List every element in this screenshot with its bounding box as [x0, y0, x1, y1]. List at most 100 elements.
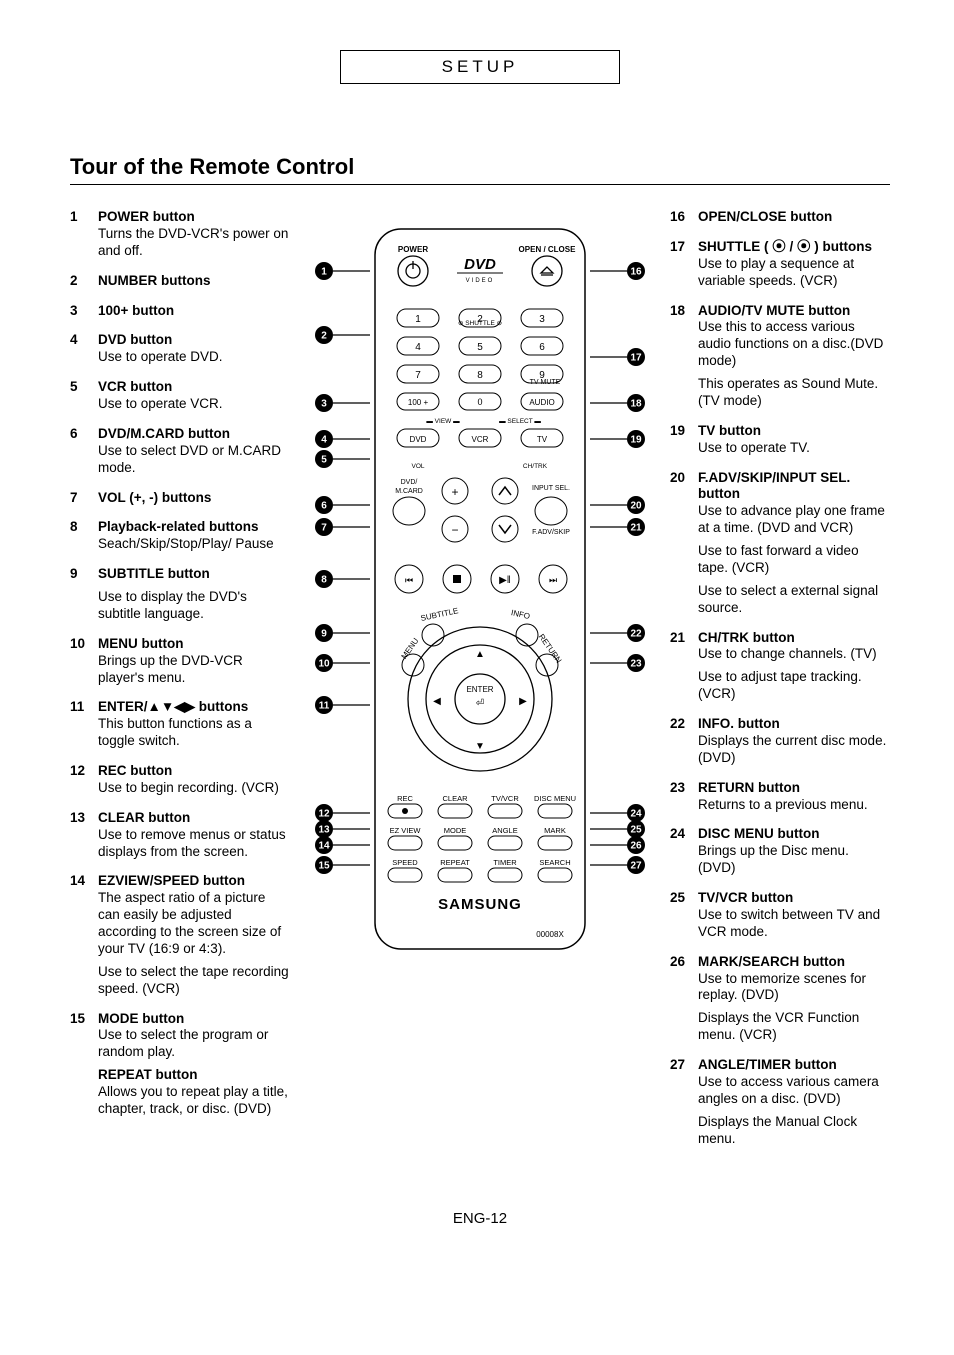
item-title: TV/VCR button [698, 890, 890, 907]
item-body: CLEAR buttonUse to remove menus or statu… [98, 810, 290, 861]
callout-number: 10 [318, 659, 330, 670]
item-desc: Seach/Skip/Stop/Play/ Pause [98, 536, 290, 553]
callout-number: 14 [318, 841, 330, 852]
list-item: 10MENU buttonBrings up the DVD-VCR playe… [70, 636, 290, 687]
minus-icon: − [451, 523, 458, 537]
item-number: 26 [670, 954, 698, 1044]
item-number: 21 [670, 630, 698, 704]
item-desc: Use to select the program or random play… [98, 1027, 290, 1061]
list-item: 23RETURN buttonReturns to a previous men… [670, 780, 890, 814]
item-body: EZVIEW/SPEED buttonThe aspect ratio of a… [98, 873, 290, 997]
item-desc: Use to switch between TV and VCR mode. [698, 907, 890, 941]
item-desc: Brings up the DVD-VCR player's menu. [98, 653, 290, 687]
callout-number: 19 [630, 435, 642, 446]
callout-number: 26 [630, 841, 642, 852]
remote-figure: 123456789101112131415 161718192021222324… [310, 209, 650, 974]
callout-number: 4 [321, 435, 327, 446]
item-body: POWER buttonTurns the DVD-VCR's power on… [98, 209, 290, 260]
list-item: 21CH/TRK buttonUse to change channels. (… [670, 630, 890, 704]
number-label: 4 [415, 342, 421, 353]
callout-number: 24 [630, 809, 642, 820]
remote-label: ▬ SELECT ▬ [499, 418, 541, 425]
number-label: 8 [477, 370, 483, 381]
item-number: 9 [70, 566, 98, 623]
item-title: REPEAT button [98, 1067, 290, 1084]
item-body: OPEN/CLOSE button [698, 209, 890, 226]
item-title: ANGLE/TIMER button [698, 1057, 890, 1074]
item-number: 25 [670, 890, 698, 941]
bottom-label: SPEED [392, 858, 418, 867]
callout-number: 9 [321, 629, 327, 640]
item-desc: Use to adjust tape tracking. (VCR) [698, 669, 890, 703]
item-number: 22 [670, 716, 698, 767]
item-body: SUBTITLE buttonUse to display the DVD's … [98, 566, 290, 623]
item-title: CLEAR button [98, 810, 290, 827]
list-item: 24DISC MENU buttonBrings up the Disc men… [670, 826, 890, 877]
item-title: RETURN button [698, 780, 890, 797]
rec-dot-icon [402, 808, 408, 814]
list-item: 2NUMBER buttons [70, 273, 290, 290]
brand-text: SAMSUNG [438, 896, 522, 913]
item-body: DVD/M.CARD buttonUse to select DVD or M.… [98, 426, 290, 477]
item-title: ENTER/▲▼◀▶ buttons [98, 699, 290, 716]
bottom-label: MARK [544, 826, 566, 835]
item-title: OPEN/CLOSE button [698, 209, 890, 226]
item-title: POWER button [98, 209, 290, 226]
right-column: 16OPEN/CLOSE button17SHUTTLE ( ⦿ / ⦿ ) b… [670, 209, 890, 1160]
callout-number: 12 [318, 809, 330, 820]
item-number: 20 [670, 470, 698, 617]
number-label: 7 [415, 370, 421, 381]
callout-number: 25 [630, 825, 642, 836]
item-title: VOL (+, -) buttons [98, 490, 290, 507]
list-item: 25TV/VCR buttonUse to switch between TV … [670, 890, 890, 941]
item-desc: The aspect ratio of a picture can easily… [98, 890, 290, 958]
item-title: NUMBER buttons [98, 273, 290, 290]
list-item: 1POWER buttonTurns the DVD-VCR's power o… [70, 209, 290, 260]
item-body: MODE buttonUse to select the program or … [98, 1011, 290, 1118]
bottom-label: MODE [444, 826, 467, 835]
item-title: DVD/M.CARD button [98, 426, 290, 443]
callout-number: 16 [630, 267, 642, 278]
number-label: 6 [539, 342, 545, 353]
item-number: 13 [70, 810, 98, 861]
item-body: REC buttonUse to begin recording. (VCR) [98, 763, 290, 797]
item-body: Playback-related buttonsSeach/Skip/Stop/… [98, 519, 290, 553]
item-desc: Turns the DVD-VCR's power on and off. [98, 226, 290, 260]
list-item: 9SUBTITLE buttonUse to display the DVD's… [70, 566, 290, 623]
number-label: 5 [477, 342, 483, 353]
enter-icon: ⏎ [476, 698, 484, 709]
item-body: VOL (+, -) buttons [98, 490, 290, 507]
item-number: 27 [670, 1057, 698, 1147]
item-desc: Use to fast forward a video tape. (VCR) [698, 543, 890, 577]
remote-label: OPEN / CLOSE [519, 245, 577, 254]
list-item: 13CLEAR buttonUse to remove menus or sta… [70, 810, 290, 861]
item-title: Playback-related buttons [98, 519, 290, 536]
item-body: MARK/SEARCH buttonUse to memorize scenes… [698, 954, 890, 1044]
item-body: DISC MENU buttonBrings up the Disc menu.… [698, 826, 890, 877]
remote-svg: 123456789101112131415 161718192021222324… [310, 209, 650, 969]
item-desc: Allows you to repeat play a title, chapt… [98, 1084, 290, 1118]
item-desc: Brings up the Disc menu. (DVD) [698, 843, 890, 877]
callout-number: 7 [321, 523, 327, 534]
list-item: 16OPEN/CLOSE button [670, 209, 890, 226]
callout-number: 21 [630, 523, 642, 534]
remote-label: 0 [477, 397, 482, 407]
callout-number: 8 [321, 575, 327, 586]
item-desc: Use to change channels. (TV) [698, 646, 890, 663]
number-label: 1 [415, 314, 421, 325]
item-body: INFO. buttonDisplays the current disc mo… [698, 716, 890, 767]
remote-label: 100 + [408, 398, 429, 407]
list-item: 5VCR buttonUse to operate VCR. [70, 379, 290, 413]
item-body: 100+ button [98, 303, 290, 320]
item-number: 5 [70, 379, 98, 413]
stop-icon [453, 575, 461, 583]
skip-back-icon: ⏮ [405, 575, 413, 585]
item-body: AUDIO/TV MUTE buttonUse this to access v… [698, 303, 890, 410]
item-desc: Displays the current disc mode. (DVD) [698, 733, 890, 767]
bottom-label: REC [397, 794, 413, 803]
nav-right-icon: ▶ [519, 696, 527, 707]
number-label: 3 [539, 314, 545, 325]
item-number: 23 [670, 780, 698, 814]
list-item: 14EZVIEW/SPEED buttonThe aspect ratio of… [70, 873, 290, 997]
remote-label: POWER [398, 245, 428, 254]
